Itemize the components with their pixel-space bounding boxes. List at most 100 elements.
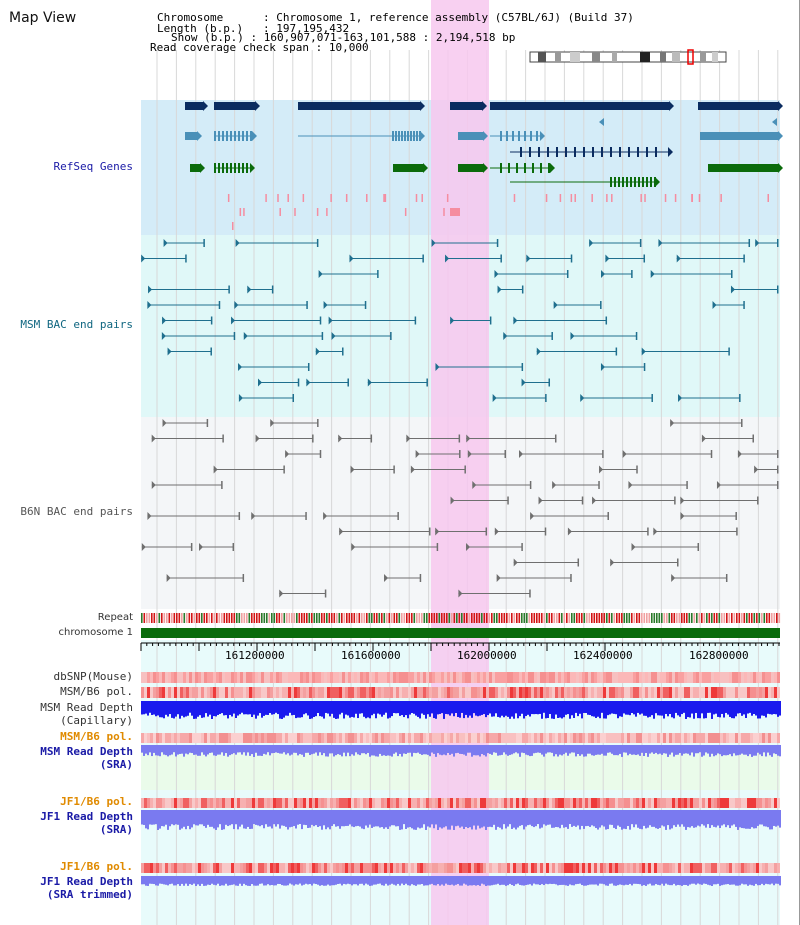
depth-bar — [517, 810, 519, 828]
repeat-mark — [751, 613, 753, 623]
track-label-dbsnp[interactable]: dbSNP(Mouse) — [53, 670, 133, 683]
track-label-b6n-bac[interactable]: B6N BAC end pairs — [20, 505, 133, 518]
depth-bar — [233, 745, 235, 754]
depth-bar — [453, 876, 455, 886]
depth-bar — [753, 876, 755, 886]
heat-cell — [582, 672, 585, 683]
depth-bar — [253, 745, 255, 757]
heat-cell — [468, 733, 471, 743]
bac-end-marker — [651, 394, 653, 402]
depth-bar — [409, 745, 411, 753]
depth-bar — [145, 701, 147, 714]
depth-bar — [645, 876, 647, 886]
gene-exon — [532, 163, 534, 173]
heat-cell — [585, 798, 588, 808]
depth-bar — [373, 701, 375, 714]
heat-cell — [387, 687, 390, 698]
track-label-jf1-b6-pol-2[interactable]: JF1/B6 pol. — [60, 860, 133, 873]
heat-cell — [513, 687, 516, 698]
heat-cell — [693, 733, 696, 743]
track-label-msm-depth-cap-1[interactable]: MSM Read Depth — [40, 701, 133, 714]
depth-bar — [215, 701, 217, 717]
depth-bar — [589, 810, 591, 827]
gene-exon — [655, 147, 657, 157]
track-label-msm-bac[interactable]: MSM BAC end pairs — [20, 318, 133, 331]
depth-bar — [157, 745, 159, 756]
repeat-mark — [426, 613, 428, 623]
depth-bar — [301, 745, 303, 755]
heat-cell — [585, 687, 588, 698]
depth-bar — [459, 745, 461, 754]
heat-cell — [513, 733, 516, 743]
depth-bar — [711, 810, 713, 826]
gene-exon — [238, 163, 240, 173]
depth-bar — [711, 745, 713, 754]
heat-cell — [612, 687, 615, 698]
depth-bar — [243, 745, 245, 753]
heat-cell — [354, 733, 357, 743]
depth-bar — [501, 876, 503, 885]
snp-mark — [443, 208, 445, 216]
depth-bar — [765, 810, 767, 827]
track-label-jf1-depth-trim-1[interactable]: JF1 Read Depth — [40, 875, 133, 888]
heat-cell — [267, 733, 270, 743]
depth-bar — [255, 810, 257, 825]
depth-bar — [237, 701, 239, 716]
heat-cell — [300, 798, 303, 808]
depth-bar — [389, 701, 391, 718]
depth-bar — [321, 745, 323, 756]
gene-exon — [246, 131, 248, 141]
heat-cell — [258, 687, 261, 698]
heat-cell — [720, 863, 723, 873]
heat-cell — [606, 733, 609, 743]
depth-bar — [267, 701, 269, 715]
heat-cell — [774, 798, 777, 808]
heat-cell — [567, 733, 570, 743]
heat-cell — [531, 798, 534, 808]
depth-bar — [387, 745, 389, 756]
depth-bar — [637, 745, 639, 755]
depth-bar — [631, 876, 633, 886]
repeat-mark — [343, 613, 346, 623]
bac-end-marker — [643, 363, 646, 371]
snp-mark — [450, 208, 460, 216]
depth-bar — [641, 876, 643, 886]
track-label-jf1-b6-pol-1[interactable]: JF1/B6 pol. — [60, 795, 133, 808]
heat-cell — [654, 672, 657, 683]
heat-cell — [687, 687, 690, 698]
depth-bar — [579, 810, 581, 830]
track-label-msm-b6-pol-1[interactable]: MSM/B6 pol. — [60, 685, 133, 698]
track-label-msm-depth-sra-1[interactable]: MSM Read Depth — [40, 745, 133, 758]
bac-end-marker — [450, 316, 455, 325]
heat-cell — [714, 733, 717, 743]
depth-bar — [527, 745, 529, 756]
heat-cell — [756, 863, 759, 873]
repeat-mark — [706, 613, 708, 623]
repeat-mark — [691, 613, 693, 623]
depth-bar — [555, 701, 557, 715]
depth-bar — [601, 701, 603, 713]
depth-bar — [287, 810, 289, 830]
snp-mark — [664, 194, 667, 202]
heat-cell — [486, 798, 489, 808]
heat-cell — [204, 863, 207, 873]
heat-cell — [336, 672, 339, 683]
bac-end-marker — [670, 419, 675, 427]
repeat-mark — [558, 613, 561, 623]
heat-cell — [612, 672, 615, 683]
depth-bar — [745, 745, 747, 755]
bac-end-marker — [315, 347, 320, 356]
heat-cell — [561, 863, 564, 873]
track-label-jf1-depth-sra-1[interactable]: JF1 Read Depth — [40, 810, 133, 823]
track-label-refseq[interactable]: RefSeq Genes — [53, 160, 133, 173]
heat-cell — [702, 798, 705, 808]
bac-end-marker — [494, 527, 499, 536]
track-label-msm-b6-pol-2[interactable]: MSM/B6 pol. — [60, 730, 133, 743]
gene-exon — [226, 131, 228, 141]
heat-cell — [243, 672, 246, 683]
depth-bar — [391, 701, 393, 717]
depth-bar — [143, 745, 145, 756]
heat-cell — [423, 733, 426, 743]
repeat-mark — [606, 613, 608, 623]
